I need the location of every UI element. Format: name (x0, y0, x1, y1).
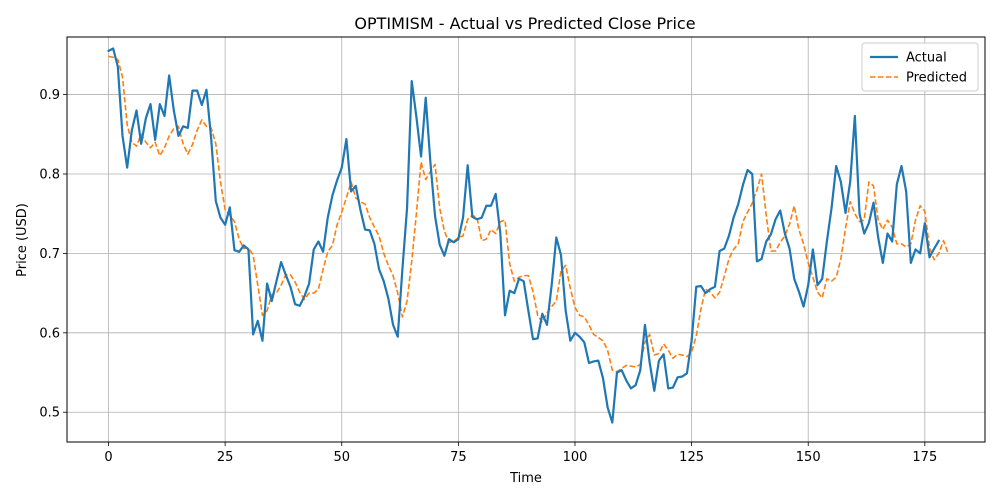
axis-ticks: 0 25 50 75 100 125 150 175 0.5 0.6 0.7 0.8 0.9 (39, 88, 937, 465)
chart-title: OPTIMISM - Actual vs Predicted Close Pri… (354, 14, 695, 33)
x-axis-title: Time (509, 471, 542, 486)
series-line-actual (107, 47, 940, 424)
legend: Actual Predicted (861, 42, 979, 92)
series-lines (107, 47, 949, 424)
y-tick-label: 0.7 (39, 247, 60, 262)
y-tick-label: 0.6 (39, 326, 60, 341)
y-tick-label: 0.8 (39, 167, 60, 182)
legend-box (861, 42, 979, 92)
y-tick-label: 0.5 (39, 406, 60, 421)
x-tick-label: 25 (217, 450, 234, 465)
y-tick-label: 0.9 (39, 88, 60, 103)
x-tick-label: 150 (796, 450, 821, 465)
y-axis-title: Price (USD) (15, 203, 30, 277)
x-tick-label: 100 (563, 450, 588, 465)
x-tick-label: 50 (333, 450, 350, 465)
legend-label-predicted: Predicted (906, 71, 967, 86)
x-tick-label: 175 (912, 450, 937, 465)
x-tick-label: 0 (104, 450, 112, 465)
series-line-predicted (108, 55, 949, 373)
x-tick-label: 125 (679, 450, 704, 465)
legend-label-actual: Actual (906, 51, 947, 66)
plot-frame (66, 36, 986, 443)
x-tick-label: 75 (450, 450, 467, 465)
